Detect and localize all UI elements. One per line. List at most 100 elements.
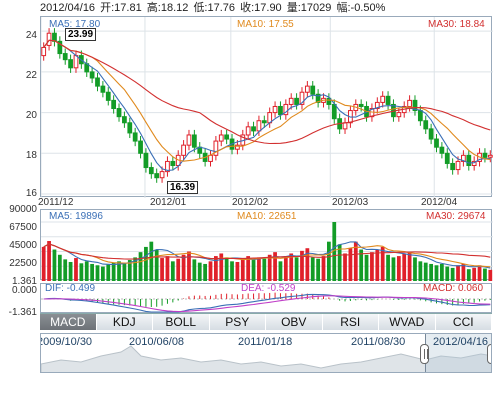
candle-body bbox=[294, 97, 299, 105]
volume-bar bbox=[326, 241, 331, 281]
price-ytick: 16 bbox=[25, 188, 37, 199]
vol-ma10-line bbox=[43, 243, 491, 268]
quote-high: 高:18.12 bbox=[146, 2, 189, 14]
volume-bar bbox=[100, 266, 105, 281]
macd-chart[interactable]: DIF: -0.499 DEA: -0.529 MACD: 0.060 bbox=[40, 283, 493, 313]
volume-bar bbox=[165, 256, 170, 281]
candle-body bbox=[116, 108, 122, 118]
volume-ytick: 45000 bbox=[9, 240, 37, 251]
candle-body bbox=[434, 138, 439, 148]
volume-bar bbox=[149, 241, 154, 281]
candle-body bbox=[261, 120, 267, 124]
tab-boll[interactable]: BOLL bbox=[153, 314, 210, 330]
candle-body bbox=[428, 128, 434, 140]
volume-bar bbox=[84, 261, 89, 281]
tab-macd[interactable]: MACD bbox=[40, 314, 97, 330]
candle-body bbox=[412, 99, 418, 112]
ma30-line bbox=[43, 39, 491, 145]
candle-body bbox=[326, 97, 332, 105]
volume-bar bbox=[332, 222, 337, 281]
volume-bar bbox=[348, 248, 353, 281]
range-end-handle[interactable] bbox=[487, 344, 491, 364]
candle-body bbox=[304, 85, 310, 93]
volume-bar bbox=[461, 263, 466, 281]
tab-cci[interactable]: CCI bbox=[435, 314, 492, 330]
volume-bar bbox=[456, 265, 460, 281]
volume-bar bbox=[423, 262, 428, 281]
volume-chart[interactable]: MA5: 19896 MA10: 22651 MA30: 29674 bbox=[40, 209, 493, 281]
volume-bar bbox=[391, 257, 396, 281]
volume-bar bbox=[370, 252, 374, 281]
macd-ytick: 0.000 bbox=[11, 285, 37, 296]
candle-body bbox=[299, 91, 305, 105]
volume-bar bbox=[380, 246, 385, 281]
volume-ytick: 22500 bbox=[9, 258, 37, 269]
volume-bar bbox=[138, 252, 143, 281]
volume-bar bbox=[488, 269, 493, 281]
tab-rsi[interactable]: RSI bbox=[322, 314, 379, 330]
candle-body bbox=[256, 120, 262, 132]
indicator-tabs: MACD KDJ BOLL PSY OBV RSI WVAD CCI bbox=[40, 313, 492, 330]
quote-open: 开:17.81 bbox=[100, 2, 142, 14]
candle-body bbox=[52, 32, 57, 42]
candle-body bbox=[57, 40, 63, 55]
vol-ma10-legend: MA10: 22651 bbox=[237, 211, 297, 222]
volume-bar bbox=[289, 253, 294, 281]
max-price-label: 23.99 bbox=[65, 28, 97, 41]
volume-bar bbox=[472, 267, 477, 281]
candle-body bbox=[148, 167, 154, 175]
navigator-selected-range[interactable] bbox=[425, 334, 491, 372]
volume-ytick: 90000 bbox=[9, 204, 37, 215]
volume-bar bbox=[208, 261, 213, 281]
volume-bar bbox=[246, 256, 251, 281]
ma30-legend: MA30: 18.84 bbox=[428, 19, 485, 30]
volume-bar bbox=[418, 261, 423, 281]
volume-bar bbox=[176, 258, 181, 281]
candle-body bbox=[89, 71, 95, 79]
volume-bar bbox=[386, 254, 390, 281]
candle-body bbox=[417, 110, 423, 122]
macd-legend: MACD: 0.060 bbox=[423, 283, 484, 294]
volume-bar bbox=[402, 253, 407, 281]
candle-body bbox=[272, 105, 278, 114]
candle-body bbox=[245, 126, 251, 136]
candle-body bbox=[159, 171, 165, 179]
tab-wvad[interactable]: WVAD bbox=[379, 314, 436, 330]
volume-bar bbox=[117, 261, 121, 281]
candle-body bbox=[165, 160, 170, 173]
range-navigator[interactable]: 2009/10/30 2010/06/08 2011/01/18 2011/08… bbox=[40, 333, 492, 373]
candle-body bbox=[455, 160, 461, 171]
volume-bar bbox=[111, 262, 116, 281]
price-chart[interactable]: MA5: 17.80 MA10: 17.55 MA30: 18.84 23.99… bbox=[40, 16, 493, 198]
volume-bar bbox=[127, 260, 132, 281]
navigator-sparkline bbox=[41, 345, 491, 372]
candle-body bbox=[138, 140, 143, 154]
volume-bar bbox=[68, 261, 73, 281]
volume-bar bbox=[294, 257, 299, 281]
range-start-handle[interactable] bbox=[420, 344, 429, 364]
tab-kdj[interactable]: KDJ bbox=[96, 314, 153, 330]
ma5-legend: MA5: 17.80 bbox=[49, 19, 101, 30]
candle-body bbox=[132, 132, 138, 142]
volume-bar bbox=[224, 257, 229, 281]
volume-bar bbox=[57, 254, 62, 281]
price-xtick: 2012/03 bbox=[332, 197, 369, 208]
candle-body bbox=[283, 103, 289, 116]
tab-obv[interactable]: OBV bbox=[266, 314, 323, 330]
tab-psy[interactable]: PSY bbox=[209, 314, 266, 330]
volume-bar bbox=[343, 253, 347, 281]
candle-body bbox=[143, 152, 149, 169]
volume-bar bbox=[300, 250, 304, 281]
candle-body bbox=[407, 99, 412, 107]
volume-bar bbox=[41, 246, 46, 281]
candle-body bbox=[396, 112, 402, 118]
candle-body bbox=[278, 105, 283, 116]
vol-ma5-legend: MA5: 19896 bbox=[49, 211, 103, 222]
volume-bar bbox=[375, 249, 380, 281]
volume-bar bbox=[197, 262, 202, 281]
macd-chart-svg bbox=[41, 292, 493, 313]
candle-body bbox=[444, 152, 450, 164]
candle-body bbox=[374, 101, 380, 110]
candle-body bbox=[105, 91, 111, 101]
volume-bar bbox=[144, 246, 148, 281]
